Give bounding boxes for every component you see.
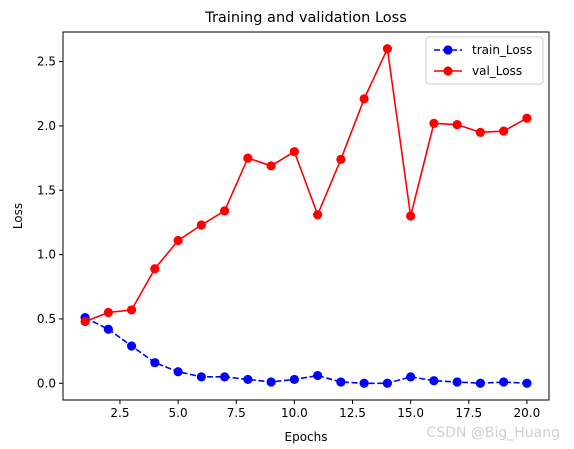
data-point	[126, 305, 137, 315]
y-axis-ticks: 0.0 0.5 1.0 1.5 2.0 2.5	[37, 55, 63, 390]
data-point	[499, 377, 509, 387]
x-tick-label: 15.0	[397, 406, 424, 420]
data-point	[359, 94, 369, 104]
data-point	[243, 153, 253, 163]
series-line	[84, 316, 527, 385]
legend-box	[425, 36, 544, 85]
x-tick-label: 12.5	[339, 406, 366, 420]
data-point	[406, 211, 416, 221]
data-point	[475, 127, 486, 137]
data-point	[429, 118, 439, 128]
watermark-text: CSDN @Big_Huang	[427, 425, 561, 441]
data-point	[173, 235, 183, 246]
y-axis-label: Loss	[11, 203, 25, 229]
data-point	[173, 367, 183, 377]
data-point	[313, 370, 323, 381]
data-point	[382, 44, 392, 54]
plot-area	[62, 31, 550, 401]
data-point	[103, 307, 113, 318]
data-point	[475, 378, 486, 388]
data-point	[243, 374, 253, 385]
data-point	[522, 378, 532, 388]
plot-frame	[62, 31, 550, 401]
data-point	[406, 372, 416, 382]
data-point	[499, 126, 509, 136]
legend: train_Loss val_Loss	[425, 36, 544, 85]
y-tick-label: 2.5	[37, 55, 56, 69]
series-train-loss	[80, 313, 532, 388]
series-line	[84, 45, 528, 323]
data-point	[336, 154, 346, 164]
data-point	[289, 374, 299, 385]
data-point	[289, 147, 299, 157]
x-tick-label: 5.0	[169, 406, 188, 420]
x-axis-label: Epochs	[285, 430, 328, 444]
series-val-loss	[80, 44, 532, 327]
data-point	[313, 210, 323, 220]
data-point	[80, 316, 90, 327]
series-layer	[80, 44, 532, 388]
data-point	[126, 341, 137, 351]
x-tick-label: 10.0	[281, 406, 308, 420]
data-point	[220, 372, 230, 382]
data-point	[382, 378, 392, 388]
y-tick-label: 0.0	[37, 376, 56, 390]
data-point	[220, 206, 230, 216]
data-point	[196, 372, 206, 382]
y-tick-label: 1.0	[37, 248, 56, 262]
data-point	[359, 378, 369, 388]
x-tick-label: 20.0	[514, 406, 541, 420]
legend-marker	[443, 45, 453, 55]
data-point	[196, 220, 206, 230]
data-point	[150, 358, 160, 368]
chart-title: Training and validation Loss	[204, 10, 407, 26]
data-point	[522, 113, 532, 123]
x-tick-label: 7.5	[227, 406, 246, 420]
x-tick-label: 17.5	[455, 406, 482, 420]
data-point	[266, 377, 276, 387]
data-point	[266, 161, 276, 171]
data-point	[150, 264, 160, 274]
x-axis-ticks: 2.5 5.0 7.5 10.0 12.5 15.0 17.5 20.0	[110, 400, 540, 420]
y-tick-label: 2.0	[37, 119, 56, 133]
legend-label: train_Loss	[472, 43, 532, 57]
legend-label: val_Loss	[472, 64, 522, 78]
data-point	[452, 377, 462, 387]
data-point	[429, 376, 439, 386]
y-tick-label: 0.5	[37, 312, 56, 326]
y-tick-label: 1.5	[37, 183, 56, 197]
data-point	[103, 324, 113, 334]
data-point	[452, 120, 462, 130]
data-point	[336, 377, 346, 387]
legend-marker	[443, 66, 453, 76]
x-tick-label: 2.5	[110, 406, 129, 420]
